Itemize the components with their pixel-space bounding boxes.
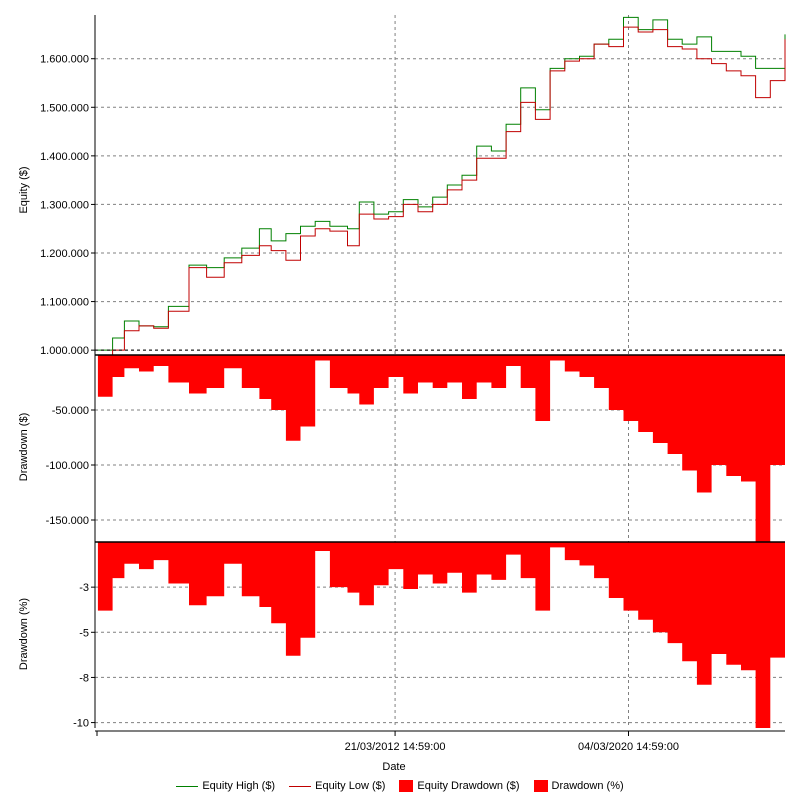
x-tick-label: 21/03/2012 14:59:00 [345,741,446,753]
equity-low-line [97,26,786,356]
drawdown-pct-ytick-label: -3 [79,582,89,594]
legend-label-equity-low: Equity Low ($) [315,780,386,792]
equity-high-line [97,16,786,351]
equity-ytick-label: 1.500.000 [40,102,89,114]
legend: Equity High ($) Equity Low ($) Equity Dr… [0,777,800,795]
drawdown-usd-ytick-label: -50.000 [52,405,89,417]
legend-swatch-equity-low [289,785,312,787]
equity-ytick-label: 1.000.000 [40,345,89,357]
legend-label-equity-drawdown: Equity Drawdown ($) [417,780,520,792]
legend-item-equity-high: Equity High ($) [176,780,275,792]
legend-label-equity-high: Equity High ($) [202,780,276,792]
equity-axis-title: Equity ($) [18,166,30,213]
drawdown-usd-panel: -50.000 -100.000 -150.000 [46,354,785,542]
legend-swatch-equity-drawdown [399,780,414,792]
equity-ytick-label: 1.100.000 [40,297,89,309]
drawdown-usd-ytick-label: -100.000 [46,460,89,472]
legend-item-drawdown-pct: Drawdown (%) [533,780,624,792]
legend-item-equity-drawdown: Equity Drawdown ($) [399,780,520,792]
equity-ytick-label: 1.600.000 [40,54,89,66]
drawdown-usd-ytick-label: -150.000 [46,515,89,527]
drawdown-pct-panel: -3 -5 -8 -10 [73,541,785,730]
x-axis-title: Date [382,761,405,773]
drawdown-pct-ytick-label: -8 [79,672,89,684]
equity-ytick-label: 1.200.000 [40,248,89,260]
equity-drawdown-area [97,355,785,542]
drawdown-usd-axis-title: Drawdown ($) [18,413,30,481]
drawdown-pct-ytick-label: -5 [79,627,89,639]
drawdown-pct-axis-title: Drawdown (%) [18,598,30,670]
drawdown-pct-ytick-label: -10 [73,718,89,730]
drawdown-pct-area [97,542,785,728]
equity-ytick-label: 1.300.000 [40,199,89,211]
equity-ytick-label: 1.400.000 [40,151,89,163]
legend-item-equity-low: Equity Low ($) [289,780,385,792]
date-axis: 21/03/2012 14:59:00 04/03/2020 14:59:00 [95,730,785,753]
legend-label-drawdown-pct: Drawdown (%) [551,780,624,792]
legend-swatch-drawdown-pct [533,780,548,792]
legend-swatch-equity-high [176,785,199,787]
x-tick-label: 04/03/2020 14:59:00 [578,741,679,753]
equity-panel: 1.000.000 1.100.000 1.200.000 1.300.000 1.40… [40,15,786,357]
